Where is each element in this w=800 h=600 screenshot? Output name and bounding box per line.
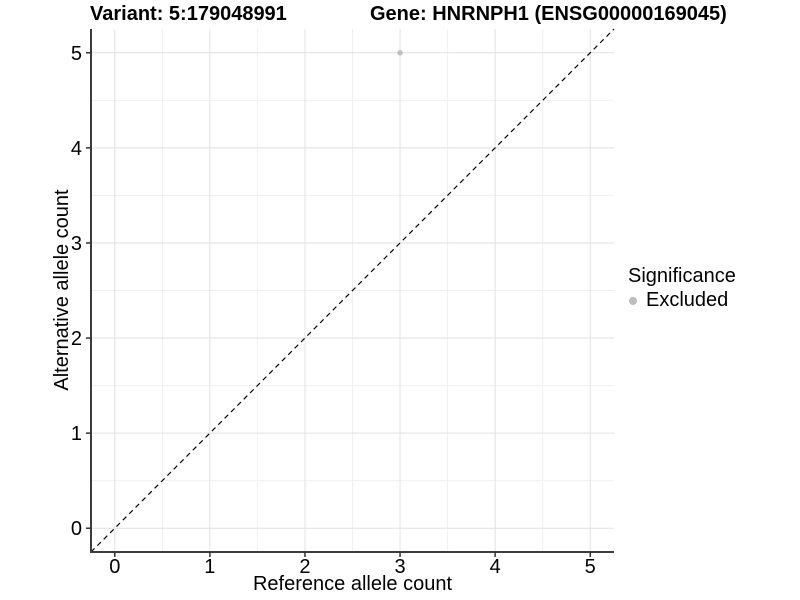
y-tick-label: 3: [71, 233, 82, 255]
variant-title: Variant: 5:179048991: [90, 3, 287, 25]
gene-title: Gene: HNRNPH1 (ENSG00000169045): [370, 3, 727, 25]
x-tick-label: 5: [585, 556, 596, 578]
legend-item-excluded: Excluded: [628, 289, 736, 312]
legend: Significance Excluded: [628, 265, 736, 312]
y-axis-title: Alternative allele count: [51, 189, 73, 391]
y-tick-label: 5: [71, 43, 82, 65]
x-tick-label: 3: [394, 556, 405, 578]
y-tick-label: 1: [71, 423, 82, 445]
legend-title: Significance: [628, 265, 736, 287]
x-tick-label: 0: [109, 556, 120, 578]
identity-reference-line: [90, 28, 615, 553]
x-tick-label: 1: [204, 556, 215, 578]
data-point: [397, 50, 403, 56]
x-tick-label: 2: [299, 556, 310, 578]
legend-item-label: Excluded: [646, 289, 729, 311]
y-tick-label: 0: [71, 518, 82, 540]
excluded-point-icon: [629, 296, 637, 305]
y-tick-label: 4: [71, 138, 82, 160]
x-tick-label: 4: [490, 556, 501, 578]
x-axis-title: Reference allele count: [252, 573, 452, 595]
y-tick-label: 2: [71, 328, 82, 350]
